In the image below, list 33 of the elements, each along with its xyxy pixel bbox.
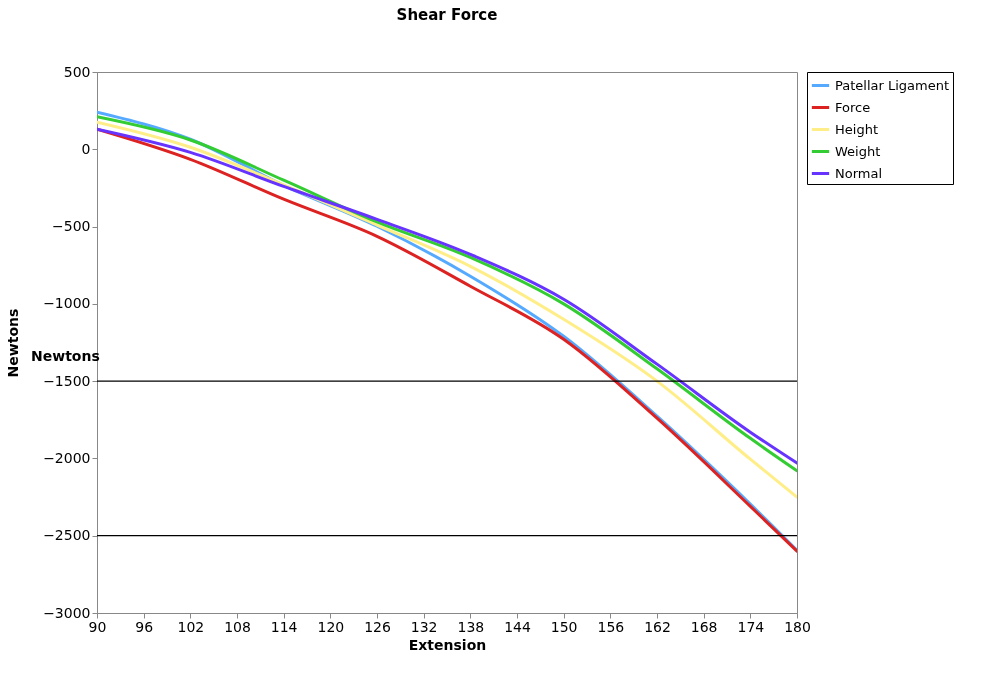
x-tick-label: 90 — [88, 618, 107, 635]
x-tick-label: 150 — [550, 618, 578, 635]
chart-title: Shear Force — [396, 6, 498, 24]
x-tick-label: 114 — [270, 618, 298, 635]
y-tick-label: −500 — [52, 218, 91, 235]
x-tick-label: 174 — [737, 618, 765, 635]
x-tick-label: 108 — [224, 618, 251, 635]
x-tick-label: 126 — [364, 618, 391, 635]
y-tick-label: −1000 — [43, 295, 91, 312]
x-tick-label: 156 — [597, 618, 625, 635]
x-tick-label: 132 — [410, 618, 438, 635]
y-tick-label: −2000 — [43, 449, 91, 466]
x-tick-label: 138 — [457, 618, 485, 635]
y-tick-label: 0 — [81, 140, 91, 157]
x-tick-label: 120 — [317, 618, 345, 635]
y-tick-label: 500 — [63, 63, 91, 80]
x-tick-label: 162 — [644, 618, 671, 635]
x-tick-label: 144 — [504, 618, 531, 635]
legend-label: Force — [835, 99, 871, 115]
y-tick-label: −3000 — [43, 604, 91, 621]
y-tick-label: −1500 — [43, 372, 91, 389]
y-tick-label: −2500 — [43, 527, 91, 544]
x-axis-title: Extension — [408, 636, 487, 653]
legend-label: Weight — [835, 143, 881, 159]
legend-label: Normal — [835, 165, 883, 181]
x-tick-label: 102 — [177, 618, 205, 635]
x-tick-label: 180 — [784, 618, 811, 635]
legend-label: Patellar Ligament — [835, 77, 950, 93]
y-axis-title: Newtons — [5, 308, 22, 378]
x-tick-label: 96 — [135, 618, 154, 635]
annotation: Newtons — [31, 348, 100, 365]
legend-label: Height — [835, 121, 878, 137]
x-tick-label: 168 — [690, 618, 718, 635]
